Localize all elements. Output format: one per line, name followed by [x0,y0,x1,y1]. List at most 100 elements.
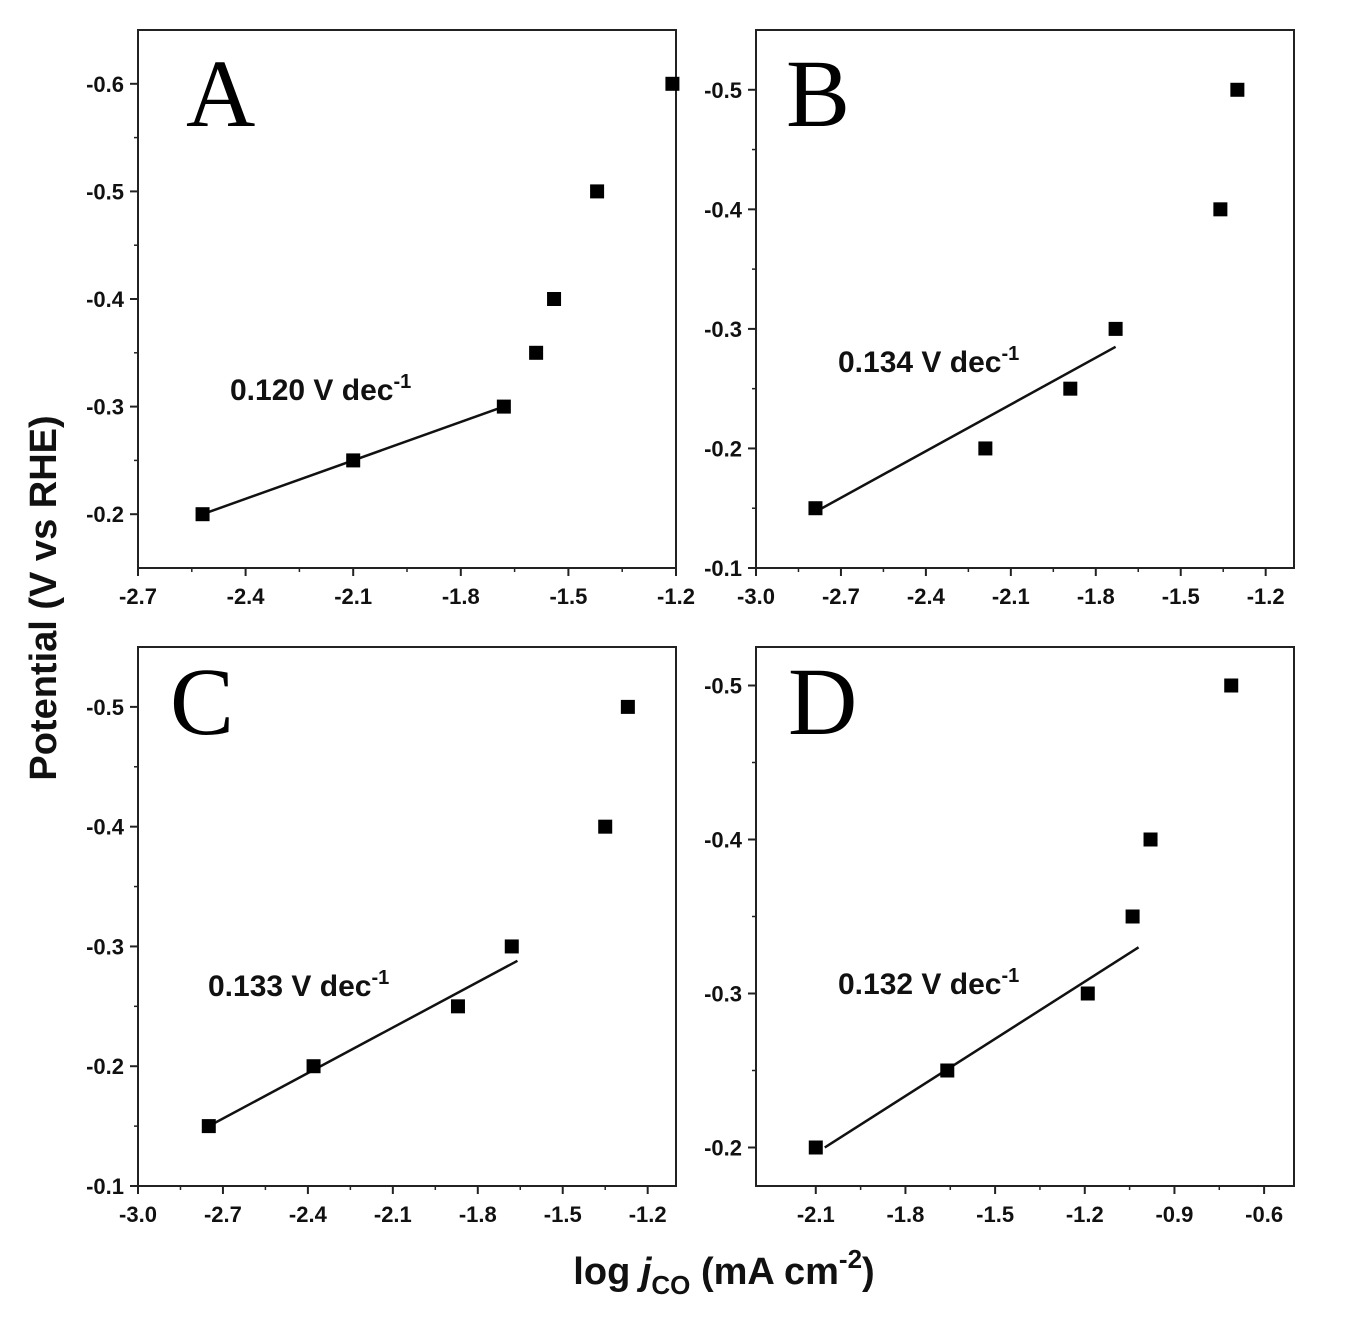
panel-b: -3.0 -2.7 -2.4 -2.1 -1.8 -1.5 -1.2 -0.1 -0.2 -0.3… [704,29,1295,609]
panel-b-y-tick-label: -0.5 [704,78,742,103]
panel-d-data-point [808,1140,823,1155]
panel-b-data-point [1230,82,1245,97]
panel-c-x-tick-label: -2.1 [374,1202,412,1227]
panel-d-x-tick-label: -2.1 [797,1202,835,1227]
panel-a-slope-value: 0.120 V dec [230,374,393,407]
panel-a-data-point [195,507,210,522]
panel-c-slope-exponent: -1 [371,967,389,989]
panel-d-x-tick-label: -0.6 [1245,1202,1283,1227]
panel-a-slope-exponent: -1 [393,371,411,393]
panel-d-data-point [1125,909,1140,924]
panel-c-x-tick-label: -2.4 [289,1202,328,1227]
panel-b-y-tick-label: -0.1 [704,556,742,581]
panel-b-data-point [1108,321,1123,336]
panel-d-x-tick-label: -1.2 [1066,1202,1104,1227]
panel-c-y-tick-label: -0.2 [86,1054,124,1079]
panel-b-slope-exponent: -1 [1001,343,1019,365]
panel-a-data-point [590,184,605,199]
panel-d-slope-exponent: -1 [1001,965,1019,987]
x-axis-title-subscript: CO [651,1270,690,1300]
panel-d-data-point [1080,986,1095,1001]
panel-c-letter: C [170,648,234,755]
panel-a-x-tick-label: -1.5 [549,584,587,609]
panel-c-y-tick-label: -0.3 [86,934,124,959]
panel-b-x-tick-label: -2.1 [992,584,1030,609]
panel-b-x-tick-label: -1.8 [1077,584,1115,609]
panel-a-slope-label: 0.120 V dec-1 [230,371,411,407]
panel-c-y-tick-label: -0.4 [86,815,125,840]
panel-a-data-point [665,76,680,91]
panel-d-x-tick-label: -1.5 [976,1202,1014,1227]
panel-c-slope-value: 0.133 V dec [208,970,371,1003]
panel-d-y-tick-label: -0.2 [704,1136,742,1161]
panel-c-data-point [450,999,465,1014]
panel-d: -2.1 -1.8 -1.5 -1.2 -0.9 -0.6 -0.2 -0.3 -0.4 -0.5… [704,646,1295,1227]
panel-b-x-tick-label: -1.5 [1162,584,1200,609]
panel-a-y-tick-label: -0.6 [86,72,124,97]
panel-a-data-point [529,345,544,360]
panel-c-x-tick-label: -1.5 [544,1202,582,1227]
panel-a-y-tick-label: -0.2 [86,502,124,527]
panel-b-y-tick-label: -0.4 [704,197,743,222]
panel-b-letter: B [786,40,850,147]
panel-b-fit-line [814,345,1117,513]
panel-a-x-tick-label: -1.8 [442,584,480,609]
panel-c: -3.0 -2.7 -2.4 -2.1 -1.8 -1.5 -1.2 -0.1 -0.2 -0.3… [86,646,677,1227]
panel-c-data-point [620,699,635,714]
panel-c-data-point [306,1059,321,1074]
panel-d-y-tick-label: -0.4 [704,828,743,853]
panel-d-y-tick-label: -0.5 [704,674,742,699]
panel-c-x-tick-label: -1.2 [629,1202,667,1227]
panel-a-x-tick-label: -2.7 [119,584,157,609]
panel-a-data-point [346,453,361,468]
y-axis-title: Potential (V vs RHE) [23,415,65,780]
panel-c-data-point [598,819,613,834]
panel-c-frame [137,646,677,1187]
panel-b-y-tick-label: -0.3 [704,317,742,342]
panel-b-x-tick-label: -3.0 [737,584,775,609]
x-axis-title-prefix: log [573,1251,641,1293]
panel-d-x-tick-label: -0.9 [1155,1202,1193,1227]
panel-c-y-tick-label: -0.1 [86,1174,124,1199]
panel-c-x-tick-label: -2.7 [204,1202,242,1227]
x-axis-title-italic: j [636,1251,653,1293]
panel-c-slope-label: 0.133 V dec-1 [208,967,389,1003]
panel-c-y-tick-label: -0.5 [86,695,124,720]
panel-a-y-tick-label: -0.5 [86,179,124,204]
panel-d-fit-line [824,946,1140,1149]
panel-d-data-point [940,1063,955,1078]
x-axis-title: log jCO (mA cm-2) [573,1244,874,1300]
panel-d-y-tick-label: -0.3 [704,982,742,1007]
panel-a-x-tick-label: -2.1 [334,584,372,609]
panel-a: -2.7 -2.4 -2.1 -1.8 -1.5 -1.2 -0.2 -0.3 -0.4 -0.5… [86,29,695,609]
panel-b-slope-value: 0.134 V dec [838,346,1001,379]
panel-b-data-point [1213,202,1228,217]
panel-c-data-point [504,939,519,954]
panel-a-data-point [547,292,562,306]
panel-b-x-tick-label: -1.2 [1247,584,1285,609]
panel-d-x-tick-label: -1.8 [886,1202,924,1227]
panel-d-slope-value: 0.132 V dec [838,968,1001,1001]
panel-b-data-point [1063,381,1078,396]
x-axis-title-superscript: -2 [839,1244,862,1274]
panels: -2.7 -2.4 -2.1 -1.8 -1.5 -1.2 -0.2 -0.3 -0.4 -0.5… [86,29,1295,1227]
panel-b-data-point [808,501,823,516]
panel-a-y-tick-label: -0.4 [86,287,125,312]
panel-a-x-tick-label: -2.4 [227,584,266,609]
panel-b-x-tick-label: -2.7 [822,584,860,609]
x-axis-title-close: ) [862,1251,875,1293]
panel-b-x-tick-label: -2.4 [907,584,946,609]
panel-c-x-tick-label: -1.8 [459,1202,497,1227]
panel-a-x-tick-label: -1.2 [657,584,695,609]
panel-b-data-point [978,441,993,456]
panel-d-data-point [1224,678,1239,693]
panel-c-fit-line [208,959,519,1128]
panel-b-slope-label: 0.134 V dec-1 [838,343,1019,379]
panel-a-letter: A [186,40,255,147]
panel-d-data-point [1143,832,1158,847]
panel-c-data-point [201,1119,216,1134]
panel-d-letter: D [788,648,857,755]
panel-a-y-tick-label: -0.3 [86,395,124,420]
panel-b-y-tick-label: -0.2 [704,436,742,461]
